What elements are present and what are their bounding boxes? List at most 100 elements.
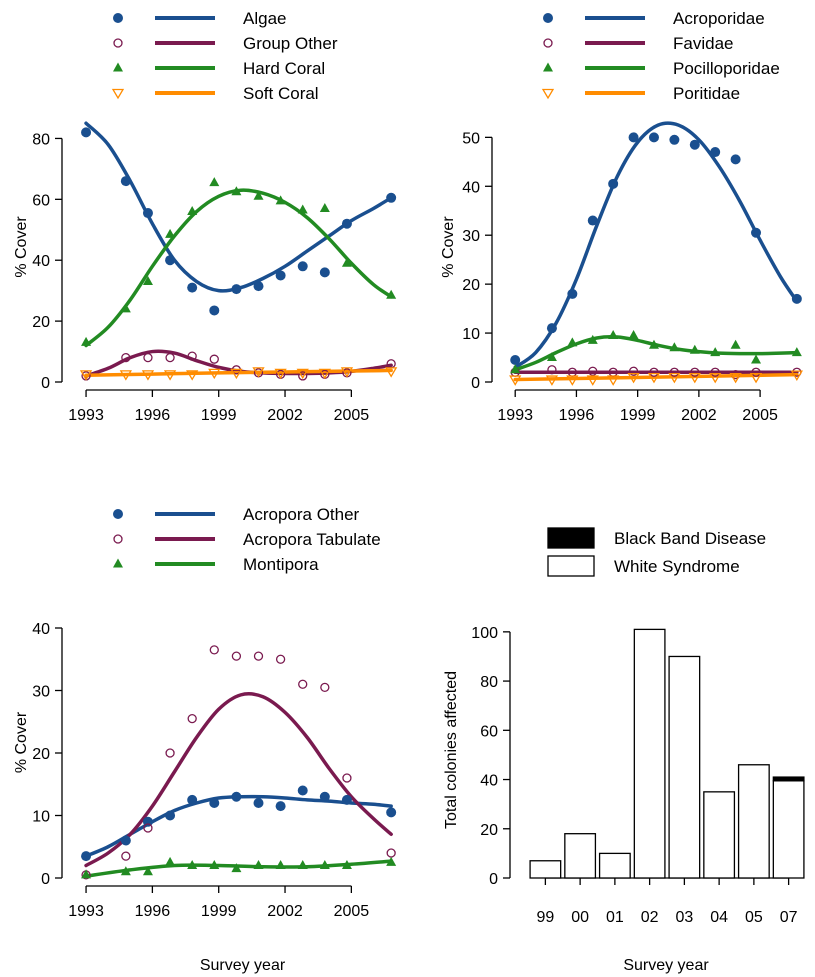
legend-label: Soft Coral [243, 84, 319, 103]
data-point [386, 807, 397, 818]
y-tick-label: 40 [480, 773, 498, 790]
x-tick-label: 04 [710, 909, 728, 926]
y-tick-label: 40 [462, 179, 480, 196]
x-tick-label: 05 [745, 909, 763, 926]
scatter-chart-2: Acroporidae Favidae Pocilloporidae Poritida… [440, 9, 803, 424]
fit-curve [513, 121, 799, 370]
legend-label: Pocilloporidae [673, 59, 780, 78]
bar [668, 655, 701, 879]
data-point [163, 370, 177, 381]
data-point [121, 851, 131, 861]
data-point [253, 860, 264, 869]
x-tick-label: 03 [675, 909, 693, 926]
data-point [730, 339, 741, 349]
y-tick-label: 100 [471, 625, 498, 642]
x-tick-label: 1996 [135, 903, 171, 920]
data-point [209, 798, 220, 808]
legend-label: White Syndrome [614, 557, 740, 576]
data-point [688, 372, 701, 384]
data-point [253, 798, 264, 808]
data-point [165, 255, 176, 266]
data-point [297, 860, 308, 869]
data-point [209, 177, 220, 187]
data-point [275, 654, 286, 664]
data-point [647, 372, 661, 384]
data-point [588, 366, 598, 376]
data-point [710, 147, 721, 158]
data-point [509, 375, 522, 386]
data-point [751, 227, 762, 238]
data-point [386, 289, 397, 299]
data-point [275, 195, 286, 205]
y-axis-label: % Cover [13, 216, 30, 278]
y-tick-label: 20 [32, 314, 50, 331]
legend-marker [541, 88, 555, 100]
data-point [120, 176, 131, 187]
data-point [608, 178, 619, 189]
data-point [274, 368, 287, 380]
data-point [81, 127, 92, 138]
data-point [510, 364, 521, 374]
data-point [187, 713, 197, 724]
y-tick-label: 60 [32, 192, 50, 209]
y-tick-label: 30 [32, 684, 50, 701]
legend-marker [113, 558, 123, 568]
bar [772, 776, 805, 782]
legend-label: Montipora [243, 555, 319, 574]
legend-marker [113, 38, 123, 48]
data-point [669, 134, 680, 145]
x-tick-label: 02 [641, 909, 659, 926]
x-tick-label: 1999 [201, 903, 237, 920]
data-point [231, 284, 242, 295]
y-tick-label: 40 [32, 253, 50, 270]
data-point [120, 835, 131, 846]
data-point [319, 791, 330, 802]
data-point [297, 204, 308, 214]
y-tick-label: 0 [471, 375, 480, 392]
x-axis-label: Survey year [200, 957, 286, 974]
y-tick-label: 80 [32, 131, 50, 148]
data-point [751, 367, 761, 377]
data-point [586, 375, 599, 386]
scatter-chart-3: Acropora Other Acropora Tabulate Montipora… [13, 505, 397, 974]
data-point [296, 368, 309, 380]
data-point [142, 208, 153, 219]
data-point [275, 801, 286, 812]
data-point [209, 645, 219, 655]
data-point [165, 856, 176, 866]
data-point [627, 372, 640, 384]
legend-label: Hard Coral [243, 59, 325, 78]
data-point [320, 682, 330, 693]
scatter-chart-1: Algae Group Other Hard Coral Soft Coral 0 20 4… [13, 9, 398, 424]
legend-marker [543, 62, 553, 72]
data-point [319, 202, 330, 212]
x-tick-label: 2005 [334, 407, 370, 424]
data-point [81, 336, 92, 346]
y-tick-label: 60 [480, 723, 498, 740]
data-point [165, 810, 176, 821]
data-point [341, 257, 352, 267]
data-point [791, 293, 802, 304]
data-point [340, 367, 354, 378]
data-point [749, 372, 763, 384]
data-point [79, 370, 93, 381]
data-point [298, 679, 308, 689]
data-point [209, 860, 220, 869]
bar [598, 852, 631, 879]
data-point [669, 367, 680, 377]
legend-marker [543, 13, 553, 23]
legend-label: Acropora Tabulate [243, 530, 381, 549]
bar [772, 780, 805, 879]
data-point [165, 748, 175, 758]
data-point [567, 288, 578, 299]
data-point [297, 785, 308, 796]
data-point [587, 215, 598, 226]
fit-curve [84, 794, 393, 858]
bar [703, 791, 736, 879]
data-point [648, 339, 659, 349]
data-point [253, 190, 264, 200]
x-tick-label: 2005 [742, 407, 778, 424]
data-point [275, 270, 286, 281]
